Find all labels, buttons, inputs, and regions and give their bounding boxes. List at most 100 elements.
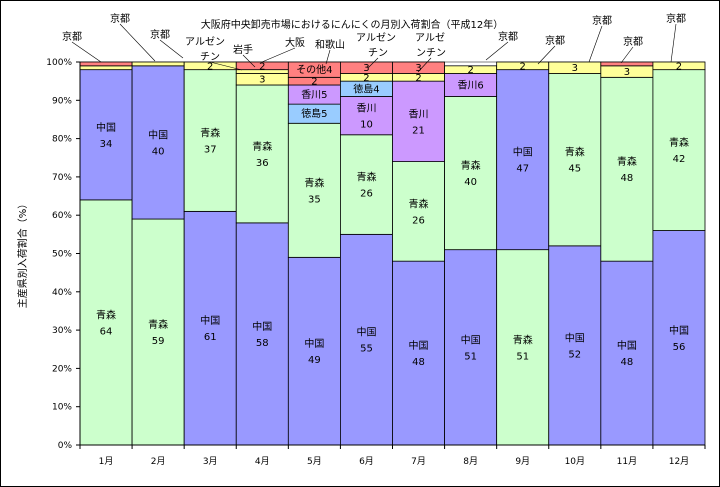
- bar-segment: [652, 69, 706, 231]
- segment-value: 45: [568, 164, 581, 175]
- segment-label: 香川: [356, 103, 376, 115]
- y-tick-labels: 0% 10% 20% 30% 40% 50% 60% 70% 80% 90% 100%: [46, 58, 80, 451]
- segment-value: 香川6: [457, 79, 483, 91]
- y-tick-label: 90%: [52, 96, 72, 106]
- bar-segment: [392, 161, 445, 262]
- segment-value: 37: [204, 145, 217, 156]
- segment-label: 青森: [96, 308, 116, 321]
- bar-segment: [340, 96, 393, 136]
- callout-label: 京都: [545, 34, 565, 47]
- bar-segment: [79, 199, 133, 446]
- segment-value: 2: [363, 73, 369, 84]
- callout-label: アルゼン: [185, 36, 225, 48]
- bars: 青森64中国34青森59中国40中国61青森372中国58青森3632中国49青…: [79, 61, 706, 446]
- segment-value: 2: [520, 61, 526, 72]
- y-tick-label: 0%: [58, 441, 73, 451]
- x-tick-label: 11月: [617, 456, 637, 467]
- bar-segment: [340, 233, 393, 446]
- segment-label: 中国: [148, 128, 168, 141]
- segment-label: 中国: [461, 333, 481, 346]
- segment-label: 中国: [96, 121, 116, 134]
- segment-value: 徳島4: [353, 82, 379, 95]
- callout-leader: [620, 46, 634, 64]
- segment-value: 55: [360, 344, 373, 355]
- segment-label: 中国: [252, 320, 272, 333]
- segment-value: 35: [308, 194, 321, 205]
- callout-label: ンチン: [416, 47, 446, 59]
- callout-label: アルゼ: [415, 32, 445, 44]
- callout-leader: [119, 23, 156, 62]
- bar-segment: [496, 69, 550, 251]
- bar-segment: [183, 210, 237, 446]
- x-tick-label: 9月: [515, 456, 530, 467]
- segment-label: 中国: [356, 326, 376, 339]
- segment-value: 21: [412, 125, 425, 136]
- callout-leader: [670, 23, 677, 63]
- segment-label: 中国: [513, 146, 533, 159]
- segment-value: 香川5: [301, 89, 327, 101]
- bar-segment: [548, 245, 602, 446]
- callout-label: 岩手: [233, 43, 253, 56]
- segment-value: 2: [311, 77, 317, 88]
- segment-value: 36: [256, 158, 269, 169]
- segment-value: 64: [100, 326, 113, 337]
- callout-leader: [242, 54, 256, 68]
- bar-segment: [444, 96, 498, 251]
- bar-segment: [131, 218, 185, 446]
- bar-segment: [287, 256, 341, 446]
- segment-value: 3: [624, 67, 630, 78]
- segment-label: 中国: [409, 339, 429, 352]
- bar-segment: [496, 249, 550, 446]
- segment-value: 34: [100, 139, 113, 150]
- callout-leader: [537, 45, 556, 65]
- y-tick-label: 20%: [52, 364, 72, 374]
- callout-label: 和歌山: [315, 38, 345, 51]
- y-tick-label: 60%: [52, 211, 72, 221]
- segment-value: 26: [360, 189, 373, 200]
- segment-label: 青森: [200, 127, 220, 140]
- segment-label: 青森: [356, 171, 376, 184]
- bar-segment: [131, 61, 185, 67]
- bar-segment: [652, 230, 706, 446]
- y-tick-label: 50%: [52, 250, 72, 260]
- x-tick-label: 4月: [255, 456, 270, 467]
- segment-label: 中国: [565, 331, 585, 344]
- segment-value: 10: [360, 120, 373, 131]
- segment-value: 2: [676, 61, 682, 72]
- segment-label: 青森: [304, 176, 324, 189]
- bar-segment: [652, 61, 706, 71]
- callout-label: 京都: [62, 30, 82, 43]
- y-tick-label: 80%: [52, 135, 72, 145]
- callout-label: 大阪: [285, 36, 305, 49]
- segment-label: 中国: [669, 324, 689, 337]
- x-tick-label: 10月: [565, 456, 585, 467]
- bar-segment: [183, 69, 237, 212]
- segment-value: 48: [621, 357, 634, 368]
- bar-segment: [79, 69, 133, 201]
- segment-value: 51: [464, 351, 477, 362]
- segment-value: 2: [259, 61, 265, 72]
- bar-segment: [79, 65, 133, 71]
- callout-leader: [485, 41, 509, 61]
- x-tick-label: 5月: [307, 456, 322, 467]
- y-tick-label: 40%: [52, 288, 72, 298]
- x-tick-label: 7月: [411, 456, 426, 467]
- segment-value: 2: [415, 73, 421, 84]
- x-tick-label: 2月: [151, 456, 166, 467]
- segment-value: 3: [415, 63, 421, 74]
- segment-label: 青森: [617, 155, 637, 168]
- segment-value: 2: [207, 61, 213, 72]
- bar-segment: [392, 80, 445, 162]
- segment-value: 2: [467, 65, 473, 76]
- bar-segment: [600, 76, 654, 262]
- segment-label: 青森: [513, 333, 533, 346]
- y-tick-label: 30%: [52, 326, 72, 336]
- callout-leader: [209, 61, 243, 71]
- bar-segment: [79, 61, 133, 67]
- bar-segment: [131, 65, 185, 220]
- bar-segment: [600, 61, 654, 67]
- callout-label: 京都: [110, 12, 130, 25]
- callout-leader: [417, 57, 432, 73]
- callout-leader: [159, 39, 184, 59]
